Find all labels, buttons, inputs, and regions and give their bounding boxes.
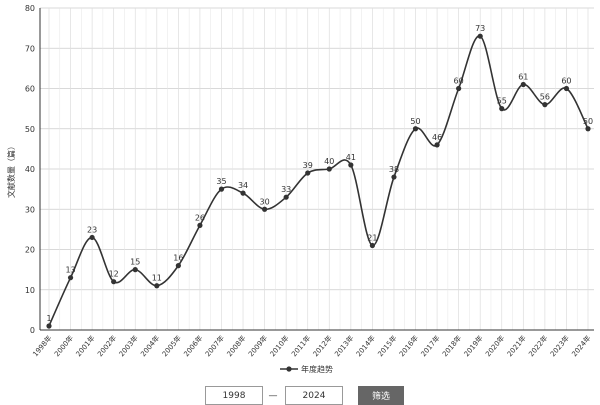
- x-tick-label: 2019年: [462, 334, 485, 359]
- value-label: 39: [303, 161, 313, 170]
- point: [305, 170, 311, 176]
- x-tick-label: 2017年: [419, 334, 442, 359]
- legend-label: 年度趋势: [301, 364, 333, 374]
- value-label: 38: [389, 165, 399, 174]
- x-tick-label: 2013年: [333, 334, 356, 359]
- x-tick-label: 2005年: [160, 334, 183, 359]
- x-tick-label: 2023年: [548, 334, 571, 359]
- value-label: 40: [324, 157, 334, 166]
- end-input[interactable]: 2024: [285, 386, 343, 405]
- point: [175, 263, 181, 269]
- value-label: 46: [432, 133, 442, 142]
- x-tick-label: 1998年: [31, 334, 54, 359]
- y-tick-label: 20: [25, 246, 35, 255]
- point: [132, 267, 138, 273]
- value-label: 55: [497, 97, 507, 106]
- value-label: 35: [216, 177, 226, 186]
- point: [154, 283, 160, 289]
- x-tick-label: 2000年: [52, 334, 75, 359]
- value-label: 73: [475, 24, 485, 33]
- x-tick-label: 2012年: [311, 334, 334, 359]
- point: [563, 85, 570, 92]
- point: [348, 162, 354, 168]
- x-tick-label: 2016年: [397, 334, 420, 359]
- value-label: 12: [109, 270, 119, 279]
- value-label: 50: [410, 117, 420, 126]
- x-tick-label: 2001年: [74, 334, 97, 359]
- point: [46, 323, 52, 329]
- y-axis-label: 文献数量（篇）: [6, 142, 16, 198]
- value-label: 15: [130, 258, 140, 267]
- y-tick-label: 80: [25, 4, 35, 13]
- point: [456, 85, 462, 92]
- x-tick-label: 2021年: [505, 334, 528, 359]
- point: [499, 106, 505, 112]
- point: [585, 126, 591, 132]
- x-tick-label: 2009年: [246, 334, 269, 359]
- point: [369, 242, 375, 249]
- x-tick-label: 2018年: [440, 334, 463, 359]
- x-tick-label: 2007年: [203, 334, 226, 359]
- value-label: 11: [152, 274, 162, 283]
- y-tick-label: 60: [25, 85, 35, 94]
- start-input[interactable]: 1998: [205, 386, 263, 405]
- y-tick-label: 0: [30, 326, 35, 335]
- y-tick-label: 30: [25, 205, 35, 214]
- point: [218, 186, 225, 192]
- x-tick-label: 2008年: [225, 334, 248, 359]
- x-tick-label: 2003年: [117, 334, 140, 359]
- value-label: 16: [173, 254, 183, 263]
- x-tick-label: 2022年: [527, 334, 550, 359]
- value-label: 60: [454, 77, 464, 86]
- x-tick-label: 2014年: [354, 334, 377, 359]
- y-tick-label: 50: [25, 125, 35, 134]
- value-label: 21: [367, 233, 377, 242]
- point: [240, 190, 246, 196]
- value-label: 33: [281, 185, 291, 194]
- filter-button[interactable]: 筛选: [358, 386, 404, 405]
- value-label: 34: [238, 181, 248, 190]
- x-tick-label: 2006年: [182, 334, 205, 359]
- chart: 文献数量（篇） 0 10 20 30 40 50 60 70 80 1998年 2000年 2001年…: [6, 4, 594, 374]
- y-tick-label: 70: [25, 44, 35, 53]
- point: [391, 174, 397, 180]
- x-tick-label: 2011年: [289, 334, 312, 359]
- value-label: 26: [195, 213, 205, 222]
- point: [326, 166, 332, 172]
- value-label: 56: [540, 93, 550, 102]
- x-tick-label: 2002年: [95, 334, 118, 359]
- value-label: 50: [583, 117, 593, 126]
- legend-dot: [286, 366, 292, 372]
- x-tick-label: 2010年: [268, 334, 291, 359]
- separator: —: [268, 390, 278, 401]
- point: [111, 279, 117, 285]
- point: [520, 81, 526, 88]
- value-label: 13: [65, 266, 75, 275]
- point: [197, 222, 203, 228]
- y-tick-label: 10: [25, 286, 35, 295]
- x-tick-label: 2015年: [376, 334, 399, 359]
- line: [48, 35, 589, 327]
- value-label: 23: [87, 225, 97, 234]
- point: [283, 194, 289, 200]
- point: [434, 142, 440, 148]
- x-tick-label: 2024年: [570, 334, 593, 359]
- x-tick-label: 2004年: [138, 334, 161, 359]
- value-label: 41: [346, 153, 356, 162]
- point: [477, 33, 483, 39]
- point: [89, 234, 95, 241]
- value-label: 61: [518, 72, 528, 81]
- point: [262, 206, 268, 212]
- value-label: 30: [260, 197, 270, 206]
- point: [412, 126, 419, 132]
- y-tick-label: 40: [25, 165, 35, 174]
- value-label: 60: [561, 77, 571, 86]
- point: [542, 102, 548, 108]
- value-label: 1: [46, 314, 51, 323]
- x-tick-label: 2020年: [483, 334, 506, 359]
- point: [67, 275, 74, 281]
